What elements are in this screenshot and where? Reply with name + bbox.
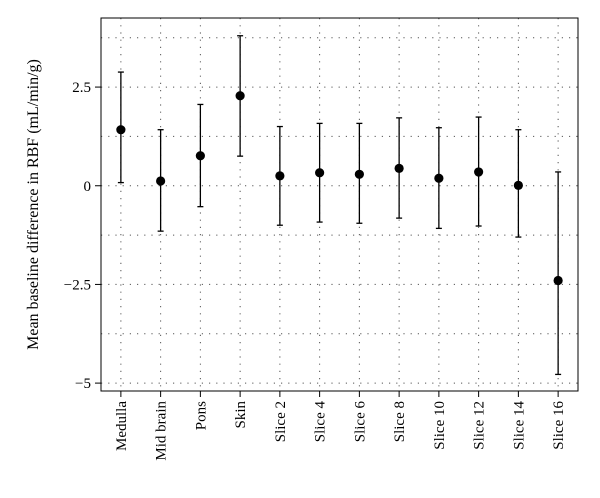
- y-axis-title: Mean baseline difference in RBF (mL/min/…: [25, 59, 42, 350]
- x-tick-label: Pons: [193, 401, 209, 430]
- x-tick-label: Slice 8: [392, 401, 408, 442]
- data-point: [275, 171, 285, 181]
- x-tick-label: Slice 12: [472, 401, 488, 450]
- x-tick-label: Skin: [233, 401, 249, 429]
- data-point: [474, 167, 484, 177]
- x-axis: Medulla Mid brain Pons Skin Slice 2 Slice 4 Sl…: [114, 391, 567, 461]
- data-point: [116, 125, 126, 135]
- data-point: [235, 91, 245, 101]
- data-points: [116, 91, 563, 286]
- grid-lines: [101, 18, 578, 391]
- plot-frame: [100, 17, 579, 392]
- y-axis: −5 −2.5 0 2.5: [64, 80, 101, 392]
- y-tick-label: −2.5: [64, 277, 91, 293]
- data-point: [513, 180, 523, 190]
- data-point: [156, 176, 166, 186]
- x-tick-label: Slice 6: [352, 401, 368, 443]
- y-tick-label: −5: [75, 376, 91, 392]
- x-tick-label: Slice 10: [432, 401, 448, 450]
- x-tick-label: Medulla: [114, 401, 130, 451]
- data-point: [195, 151, 205, 161]
- error-bar: [555, 171, 562, 376]
- data-point: [394, 163, 404, 173]
- data-point: [315, 168, 325, 178]
- x-tick-label: Mid brain: [154, 401, 170, 461]
- y-tick-label: 0: [84, 179, 92, 195]
- error-bars: [117, 35, 562, 376]
- data-point: [553, 275, 563, 286]
- x-tick-label: Slice 16: [551, 401, 567, 450]
- data-point: [434, 173, 444, 183]
- y-tick-label: 2.5: [72, 80, 91, 96]
- x-tick-label: Slice 4: [313, 401, 329, 443]
- data-point: [354, 169, 364, 179]
- x-tick-label: Slice 2: [273, 401, 289, 442]
- x-tick-label: Slice 14: [511, 401, 527, 450]
